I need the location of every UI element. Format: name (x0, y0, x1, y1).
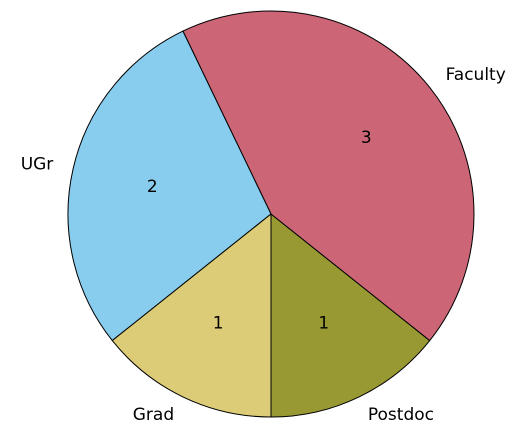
slice-value-label: 3 (361, 128, 372, 148)
slice-category-label: Postdoc (368, 405, 434, 421)
slice-value-label: 1 (213, 314, 224, 334)
slice-category-label: UGr (21, 154, 54, 174)
slice-value-label: 1 (318, 314, 329, 334)
pie-slice (67, 30, 272, 342)
pie-slice (182, 10, 475, 342)
pie-slice (270, 212, 431, 418)
slice-category-label: Grad (133, 405, 174, 421)
slice-category-label: Faculty (446, 65, 506, 85)
slice-value-label: 2 (147, 177, 158, 197)
pie-slice (111, 212, 272, 418)
